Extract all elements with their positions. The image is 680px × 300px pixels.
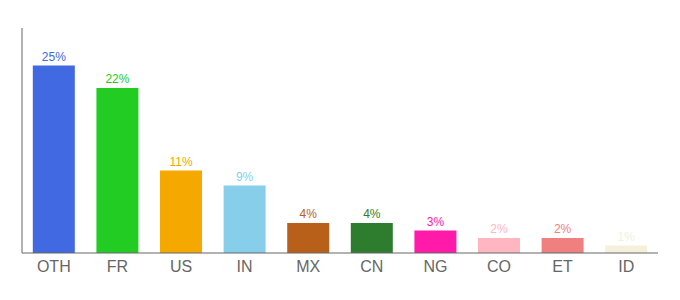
svg-text:11%: 11%	[169, 155, 192, 169]
svg-text:MX: MX	[296, 258, 320, 275]
svg-text:2%: 2%	[554, 222, 572, 236]
svg-text:4%: 4%	[363, 207, 381, 221]
svg-text:CN: CN	[360, 258, 383, 275]
svg-text:IN: IN	[237, 258, 253, 275]
svg-text:25%: 25%	[42, 50, 66, 64]
svg-text:US: US	[170, 258, 192, 275]
svg-text:4%: 4%	[300, 207, 318, 221]
svg-text:NG: NG	[423, 258, 447, 275]
svg-text:ET: ET	[552, 258, 573, 275]
svg-text:CO: CO	[487, 258, 511, 275]
svg-text:9%: 9%	[236, 170, 254, 184]
svg-text:2%: 2%	[490, 222, 508, 236]
svg-text:1%: 1%	[618, 230, 636, 244]
svg-text:ID: ID	[618, 258, 634, 275]
svg-text:22%: 22%	[105, 72, 129, 86]
svg-text:FR: FR	[107, 258, 128, 275]
svg-text:3%: 3%	[427, 215, 445, 229]
svg-text:OTH: OTH	[37, 258, 71, 275]
